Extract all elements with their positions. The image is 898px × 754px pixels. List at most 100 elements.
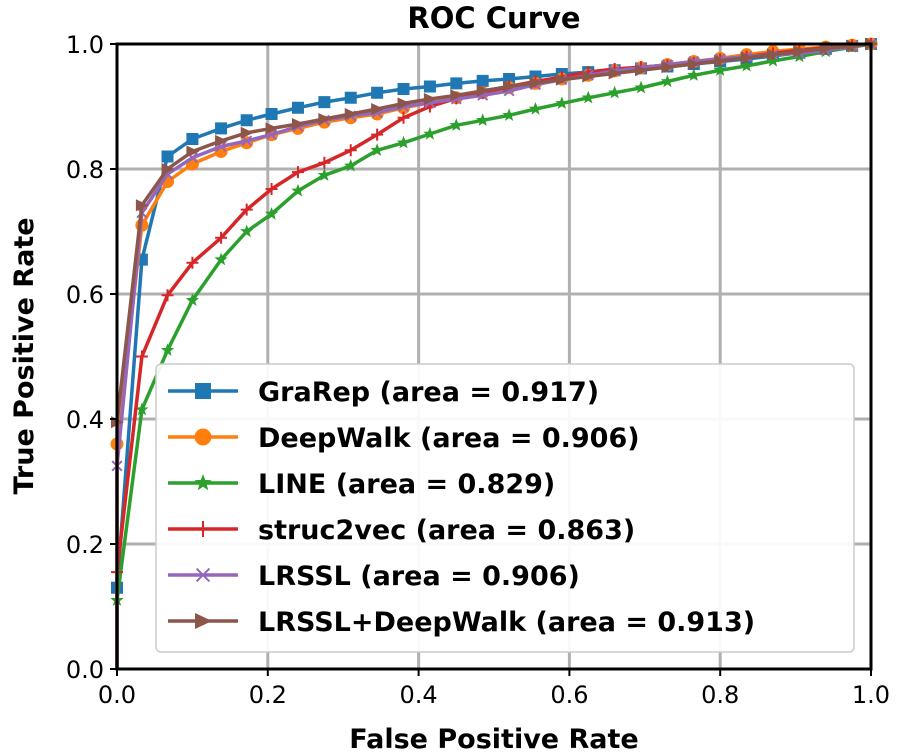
data-point-triangle-right xyxy=(371,103,385,115)
legend-label: LRSSL (area = 0.906) xyxy=(258,561,580,592)
legend-entry: GraRep (area = 0.917) xyxy=(168,377,599,408)
data-point-triangle-right xyxy=(215,134,229,147)
data-point-square xyxy=(450,77,463,90)
data-point-triangle-right xyxy=(135,199,149,212)
legend-label: LRSSL+DeepWalk (area = 0.913) xyxy=(258,607,755,638)
y-tick-label: 0.6 xyxy=(66,281,104,309)
data-point-star xyxy=(555,96,569,109)
y-tick-label: 0.2 xyxy=(66,531,104,559)
data-point-triangle-right xyxy=(476,84,490,97)
x-tick-label: 0.2 xyxy=(249,681,287,709)
data-point-triangle-right xyxy=(714,54,728,67)
legend-label: struc2vec (area = 0.863) xyxy=(258,515,635,546)
legend-label: GraRep (area = 0.917) xyxy=(258,377,599,408)
data-point-triangle-right xyxy=(740,51,754,64)
data-point-triangle-right xyxy=(397,97,411,110)
data-point-star xyxy=(687,68,701,81)
data-point-triangle-right xyxy=(661,61,675,74)
data-point-triangle-right xyxy=(344,108,358,120)
data-point-star xyxy=(739,58,754,72)
data-point-square xyxy=(291,101,304,114)
data-point-star xyxy=(317,168,331,181)
data-point-plus xyxy=(161,289,174,302)
legend-label: LINE (area = 0.829) xyxy=(258,469,555,500)
data-point-triangle-right xyxy=(793,45,807,58)
series-layer xyxy=(110,37,878,669)
data-point-plus xyxy=(265,183,278,195)
data-point-square xyxy=(265,108,278,120)
data-point-star xyxy=(240,224,254,238)
data-point-triangle-right xyxy=(265,122,279,135)
axis-ticks: 0.0 0.2 0.4 0.6 0.8 1.0 0.0 0.2 0.4 0.6 0.8 1.0 xyxy=(66,31,890,709)
data-point-triangle-right xyxy=(450,89,464,102)
legend-box xyxy=(155,363,855,653)
data-point-triangle-right xyxy=(423,93,437,105)
data-point-triangle-right xyxy=(582,70,596,83)
data-point-triangle-right xyxy=(318,113,332,125)
data-point-x xyxy=(241,135,253,147)
x-tick-label: 0.4 xyxy=(400,681,438,709)
y-tick-label: 0.8 xyxy=(66,156,104,184)
x-tick-label: 0.0 xyxy=(98,681,136,709)
y-axis-label: True Positive Rate xyxy=(9,217,40,494)
series-5 xyxy=(111,38,878,669)
data-point-star xyxy=(608,85,622,99)
data-point-star xyxy=(185,293,200,306)
data-point-star xyxy=(135,402,149,416)
data-point-triangle-right xyxy=(503,80,517,93)
data-point-star xyxy=(660,74,675,88)
data-point-plus xyxy=(135,350,148,363)
data-point-plus xyxy=(344,144,357,157)
data-point-triangle-right xyxy=(635,64,649,77)
data-point-square xyxy=(318,96,331,109)
legend-label: DeepWalk (area = 0.906) xyxy=(258,423,640,454)
y-tick-label: 1.0 xyxy=(66,31,104,59)
data-point-square xyxy=(195,383,211,399)
data-point-square xyxy=(186,133,199,145)
x-tick-label: 0.6 xyxy=(550,681,588,709)
x-axis-label: False Positive Rate xyxy=(349,724,639,754)
data-point-triangle-right xyxy=(291,118,305,130)
data-point-plus xyxy=(240,203,253,216)
data-point-star xyxy=(476,113,490,126)
data-point-square xyxy=(161,150,174,163)
y-tick-label: 0.0 xyxy=(66,656,104,684)
x-tick-label: 1.0 xyxy=(852,681,890,709)
data-point-star xyxy=(528,102,543,115)
data-point-circle xyxy=(194,428,212,446)
data-point-star xyxy=(502,108,516,121)
chart-title: ROC Curve xyxy=(407,1,580,35)
data-point-star xyxy=(449,118,463,131)
data-point-star xyxy=(634,80,648,94)
plot-frame xyxy=(115,42,873,671)
data-point-square xyxy=(215,122,228,135)
data-point-square xyxy=(503,73,516,85)
series-2 xyxy=(110,37,878,669)
data-point-triangle-right xyxy=(608,67,622,80)
data-point-star xyxy=(581,90,595,104)
data-point-plus xyxy=(186,256,199,269)
legend-entry: DeepWalk (area = 0.906) xyxy=(168,423,640,454)
data-point-plus xyxy=(195,521,211,537)
data-point-triangle-right xyxy=(195,613,212,629)
data-point-triangle-right xyxy=(555,73,569,86)
data-point-x xyxy=(195,567,211,583)
data-point-triangle-right xyxy=(529,76,543,89)
data-point-star xyxy=(370,143,384,156)
legend-entry: LRSSL+DeepWalk (area = 0.913) xyxy=(168,607,755,638)
data-point-plus xyxy=(371,128,384,141)
data-point-triangle-right xyxy=(687,58,701,70)
data-point-plus xyxy=(291,166,304,179)
data-point-plus xyxy=(397,111,410,124)
data-point-plus xyxy=(318,156,331,169)
legend-entry: LRSSL (area = 0.906) xyxy=(168,561,580,592)
data-point-plus xyxy=(215,231,228,244)
data-point-star xyxy=(396,135,411,149)
data-point-star xyxy=(291,183,305,197)
legend-entry: LINE (area = 0.829) xyxy=(168,469,555,500)
data-point-triangle-right xyxy=(766,48,780,61)
data-point-star xyxy=(160,343,175,356)
data-point-triangle-right xyxy=(161,163,175,175)
data-point-star xyxy=(264,207,279,220)
